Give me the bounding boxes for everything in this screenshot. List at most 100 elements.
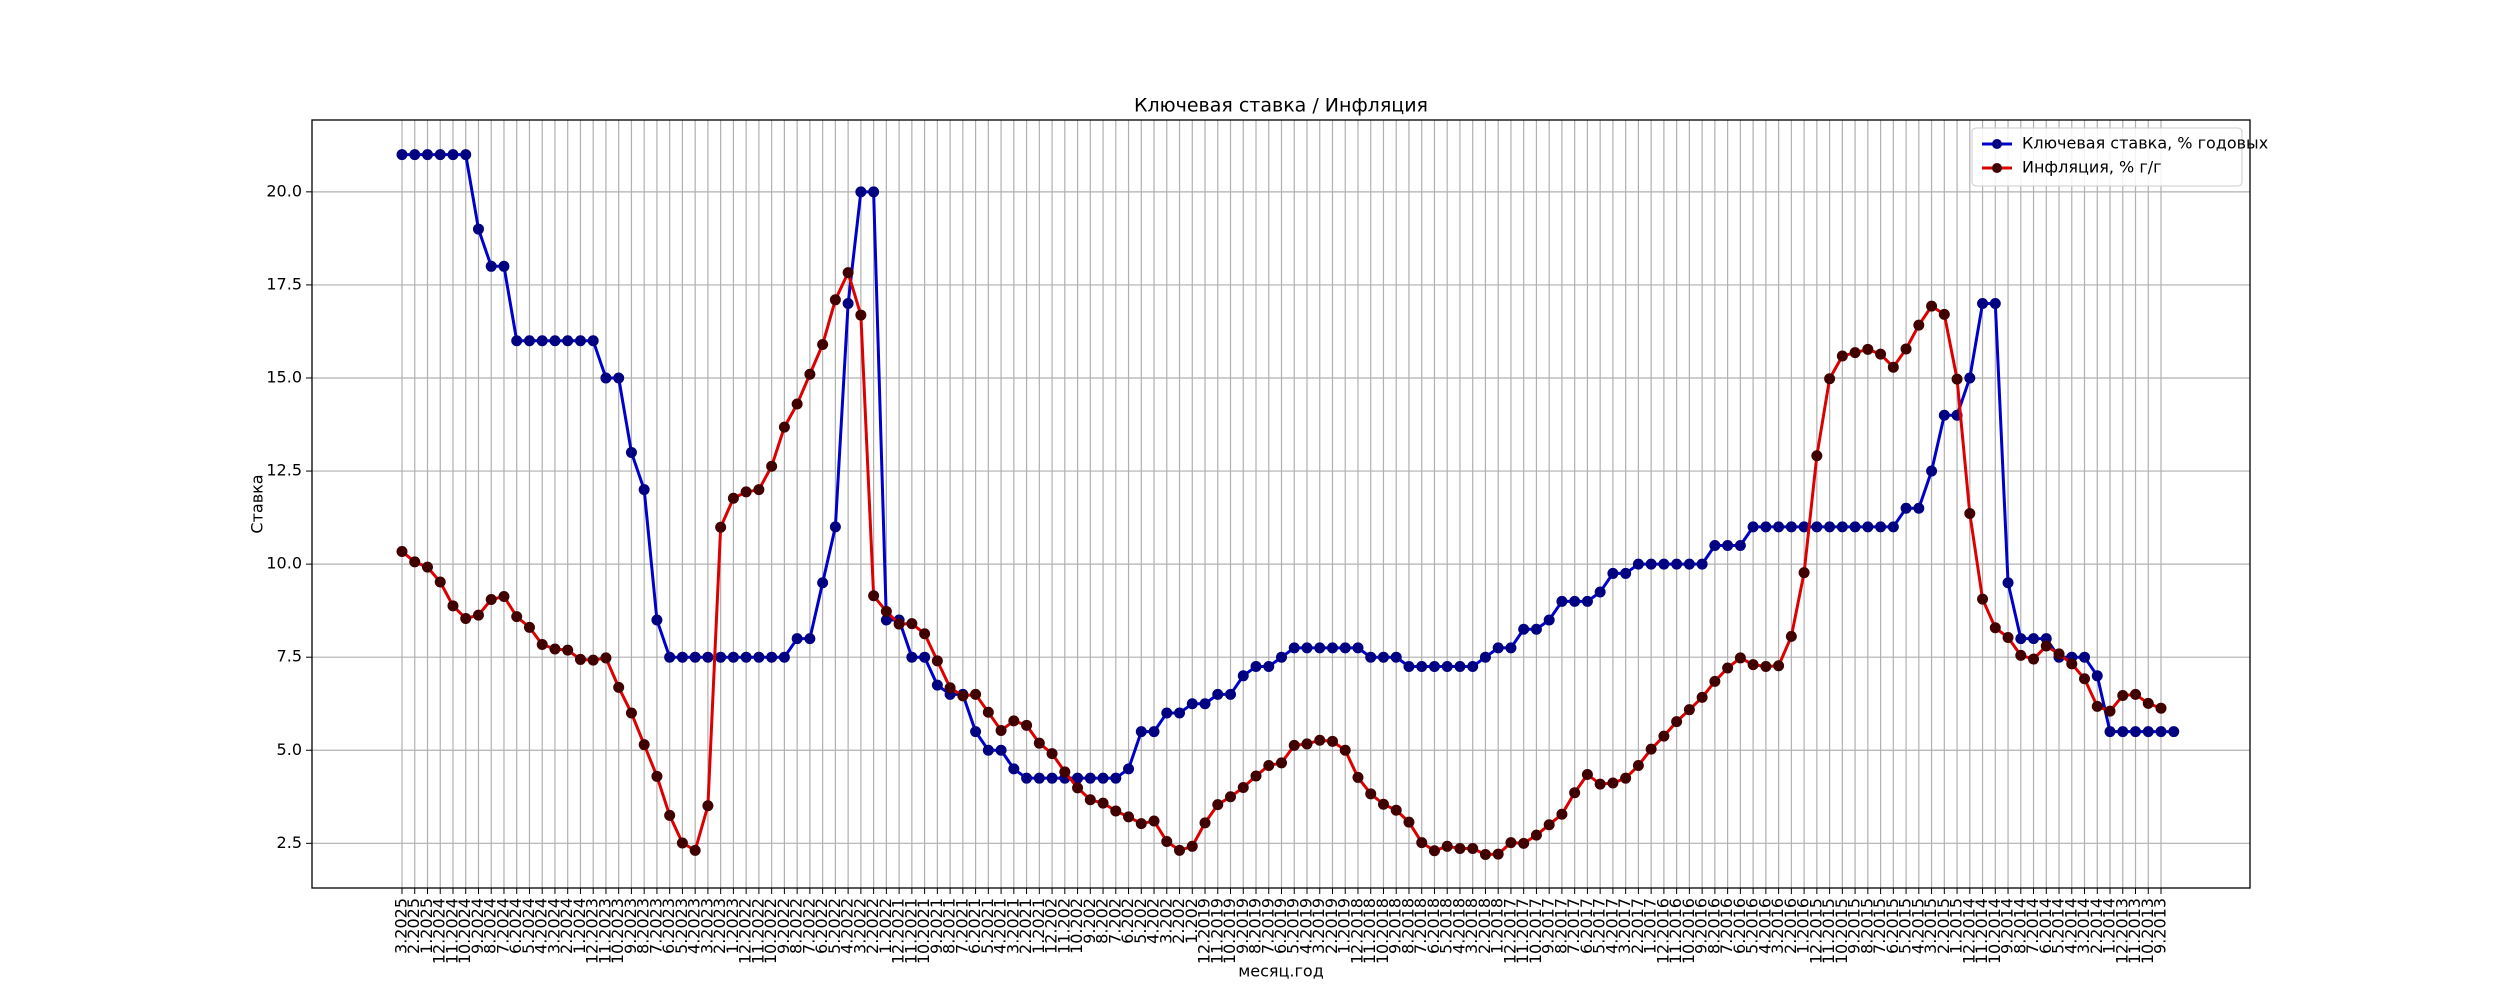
data-point bbox=[638, 739, 650, 751]
data-point bbox=[689, 844, 701, 856]
data-point bbox=[817, 338, 829, 350]
x-tick-label: 7.2016 bbox=[1717, 898, 1736, 954]
x-tick-label: 9.2018 bbox=[1386, 898, 1405, 954]
x-tick-label: 1.2016 bbox=[1794, 898, 1813, 954]
x-tick-label: 3.2022 bbox=[850, 898, 869, 954]
data-point bbox=[2130, 688, 2142, 700]
x-tick-label: 12.2016 bbox=[1653, 898, 1672, 964]
x-tick-label: 11.2024 bbox=[442, 898, 461, 964]
x-tick-label: 4.2022 bbox=[838, 898, 857, 954]
x-tick-label: 3.2021 bbox=[1003, 898, 1022, 954]
data-point bbox=[1658, 730, 1670, 742]
x-tick-label: 12.2021 bbox=[889, 898, 908, 964]
x-tick-label: 12.2013 bbox=[2112, 898, 2131, 964]
data-point bbox=[2104, 705, 2116, 717]
x-tick-label: 10.2018 bbox=[1373, 898, 1392, 964]
x-tick-label: 7.2014 bbox=[2023, 898, 2042, 954]
x-tick-label: 7.2024 bbox=[493, 898, 512, 954]
data-point bbox=[1174, 707, 1186, 719]
y-tick-label: 2.5 bbox=[277, 833, 302, 852]
data-point bbox=[1479, 651, 1491, 663]
x-tick-label: 11.2023 bbox=[595, 898, 614, 964]
data-point bbox=[689, 651, 701, 663]
data-point bbox=[562, 644, 574, 656]
y-tick-label: 10.0 bbox=[266, 554, 302, 573]
x-tick-label: 2.2022 bbox=[863, 898, 882, 954]
x-tick-label: 1.2024 bbox=[570, 898, 589, 954]
data-point bbox=[549, 643, 561, 655]
data-point bbox=[1926, 300, 1938, 312]
data-point bbox=[1773, 660, 1785, 672]
series-line bbox=[402, 153, 2174, 780]
data-point bbox=[485, 593, 497, 605]
data-point bbox=[1964, 372, 1976, 384]
x-tick-label: 11.202 bbox=[1054, 898, 1073, 954]
data-point bbox=[1352, 771, 1364, 783]
data-point bbox=[919, 628, 931, 640]
data-point bbox=[1326, 642, 1338, 654]
x-tick-label: 9.2014 bbox=[1998, 898, 2017, 954]
x-tick-label: 6.2019 bbox=[1271, 898, 1290, 954]
data-point bbox=[1021, 719, 1033, 731]
data-point bbox=[1033, 737, 1045, 749]
data-point bbox=[1097, 772, 1109, 784]
data-point bbox=[804, 368, 816, 380]
x-tick-label: 12.2022 bbox=[736, 898, 755, 964]
legend-box bbox=[1971, 127, 2243, 187]
x-tick-label: 8.2014 bbox=[2010, 898, 2029, 954]
x-tick-label: 1.2019 bbox=[1335, 898, 1354, 954]
data-point bbox=[1377, 798, 1389, 810]
data-point bbox=[1084, 772, 1096, 784]
data-point bbox=[409, 556, 421, 568]
data-point bbox=[664, 809, 676, 821]
data-point bbox=[523, 621, 535, 633]
data-point bbox=[1696, 691, 1708, 703]
data-point bbox=[1505, 837, 1517, 849]
data-point bbox=[651, 770, 663, 782]
x-tick-label: 3.2014 bbox=[2074, 898, 2093, 954]
x-tick-label: 7.2021 bbox=[952, 898, 971, 954]
data-point bbox=[1467, 843, 1479, 855]
data-point bbox=[2142, 697, 2154, 709]
data-point bbox=[1989, 298, 2001, 310]
data-point bbox=[421, 149, 433, 161]
data-point bbox=[1556, 808, 1568, 820]
data-point bbox=[638, 484, 650, 496]
data-point bbox=[1161, 835, 1173, 847]
data-point bbox=[778, 651, 790, 663]
data-point bbox=[1773, 521, 1785, 533]
x-tick-label: 2.2019 bbox=[1322, 898, 1341, 954]
data-point bbox=[1887, 521, 1899, 533]
data-point bbox=[676, 651, 688, 663]
data-point bbox=[1836, 521, 1848, 533]
data-point bbox=[587, 335, 599, 347]
x-tick-label: 6.2018 bbox=[1424, 898, 1443, 954]
data-point bbox=[1008, 715, 1020, 727]
x-tick-label: 2.2024 bbox=[557, 898, 576, 954]
x-tick-label: 9.2021 bbox=[927, 898, 946, 954]
x-tick-label: 11.2017 bbox=[1513, 898, 1532, 964]
x-tick-label: 7.2023 bbox=[646, 898, 665, 954]
data-point bbox=[511, 335, 523, 347]
x-tick-label: 12.2024 bbox=[430, 898, 449, 964]
x-tick-label: 2.2016 bbox=[1781, 898, 1800, 954]
x-tick-label: 9.2015 bbox=[1845, 898, 1864, 954]
data-point bbox=[715, 651, 727, 663]
data-point bbox=[2130, 726, 2142, 738]
data-point bbox=[2053, 648, 2065, 660]
data-point bbox=[1556, 595, 1568, 607]
data-point bbox=[715, 521, 727, 533]
data-point bbox=[536, 335, 548, 347]
x-tick-label: 2.2018 bbox=[1475, 898, 1494, 954]
data-point bbox=[1938, 308, 1950, 320]
data-point bbox=[868, 590, 880, 602]
data-point bbox=[842, 298, 854, 310]
x-tick-label: 12.2017 bbox=[1500, 898, 1519, 964]
data-point bbox=[1454, 660, 1466, 672]
y-tick-label: 5.0 bbox=[277, 740, 302, 759]
data-point bbox=[447, 600, 459, 612]
data-point bbox=[2117, 726, 2129, 738]
data-point bbox=[1594, 778, 1606, 790]
x-tick-label: 1.2018 bbox=[1488, 898, 1507, 954]
x-tick-label: 8.2022 bbox=[787, 898, 806, 954]
